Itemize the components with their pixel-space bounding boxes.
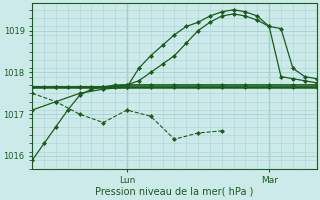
X-axis label: Pression niveau de la mer( hPa ): Pression niveau de la mer( hPa ) <box>95 187 253 197</box>
